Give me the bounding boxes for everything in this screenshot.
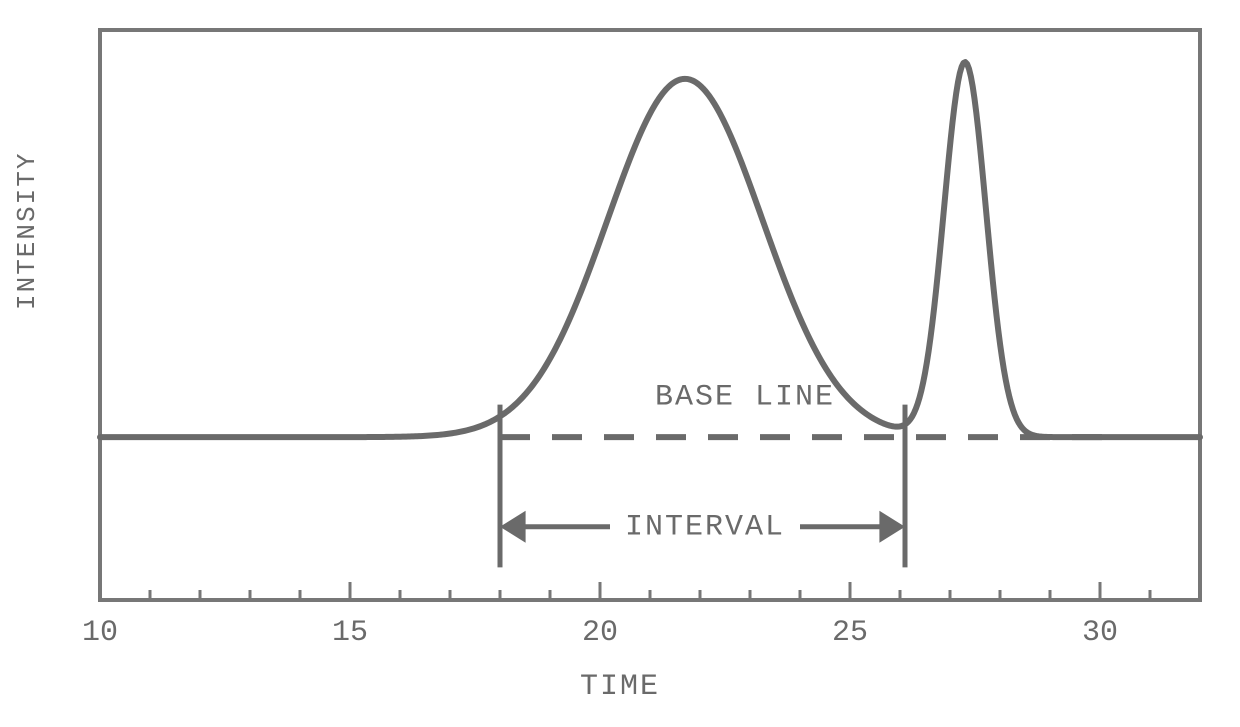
interval-annotation: INTERVAL [625, 511, 785, 545]
x-tick-label: 30 [1082, 616, 1118, 650]
x-tick-label: 10 [82, 616, 118, 650]
plot-svg: BASE LINE INTERVAL [0, 0, 1240, 722]
baseline-annotation: BASE LINE [655, 380, 835, 414]
x-tick-label: 20 [582, 616, 618, 650]
x-tick-label: 25 [832, 616, 868, 650]
x-tick-labels: 10 15 20 25 30 [0, 616, 1240, 656]
x-axis-label: TIME [0, 670, 1240, 704]
x-tick-label: 15 [332, 616, 368, 650]
chromatogram-figure: INTENSITY BASE LINEINTERVAL 1015202530 T… [0, 0, 1240, 722]
